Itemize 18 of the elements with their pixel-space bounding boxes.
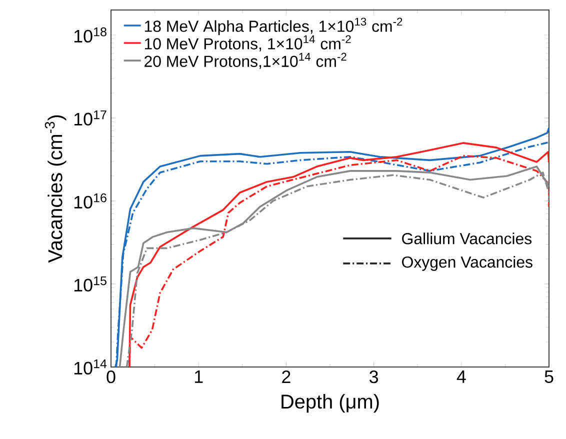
y-tick-label: 10$^{18}$ bbox=[74, 27, 106, 43]
x-tick-label: 0 bbox=[106, 370, 116, 384]
y-tick-label: 10$^{15}$ bbox=[74, 276, 106, 292]
x-axis-title: Depth (μm) bbox=[282, 394, 379, 413]
y-axis-title: Vacancies (cm$^{-3}$) bbox=[44, 115, 66, 263]
x-tick-label: 2 bbox=[282, 370, 290, 384]
legend-label: 10 MeV Protons, 1×10$^{14}$ cm$^{-2}$ bbox=[144, 35, 351, 52]
legend-label: 18 MeV Alpha Particles, 1×10$^{13}$ cm$^{-2}$ bbox=[144, 18, 402, 36]
x-tick-label: 5 bbox=[544, 370, 554, 383]
y-tick-label: 10$^{14}$ bbox=[74, 359, 107, 374]
x-tick-label: 3 bbox=[370, 370, 378, 384]
legend-label: 20 MeV Protons,1×10$^{14}$ cm$^{-2}$ bbox=[144, 52, 346, 69]
x-tick-label: 1 bbox=[194, 370, 203, 383]
annotation: Oxygen Vacancies bbox=[402, 256, 532, 271]
y-tick-label: 10$^{16}$ bbox=[74, 193, 106, 209]
x-tick-label: 4 bbox=[456, 370, 466, 383]
y-tick-label: 10$^{17}$ bbox=[74, 110, 106, 126]
annotation: Gallium Vacancies bbox=[402, 232, 532, 244]
